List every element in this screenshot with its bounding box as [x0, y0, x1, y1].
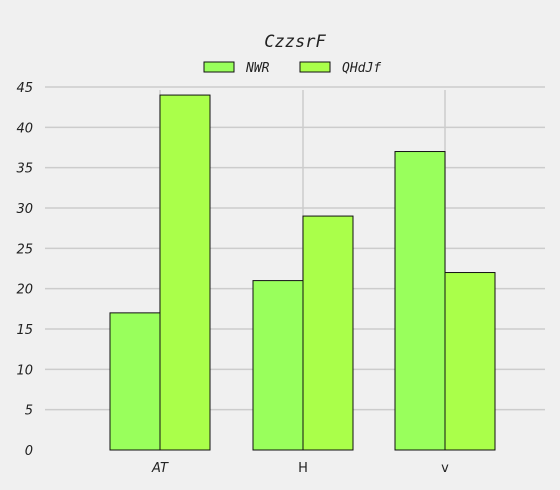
- y-tick-label-0: 0: [25, 444, 33, 459]
- legend: NWR QHdJf: [203, 61, 381, 76]
- bar-NWR-H: [252, 280, 304, 451]
- x-tick-label-v: v: [441, 461, 449, 476]
- y-tick-label-5: 5: [25, 404, 33, 419]
- bar-NWR-v: [394, 151, 446, 451]
- bar-QHdJf-v: [444, 272, 496, 451]
- bars: [109, 94, 496, 451]
- y-tick-label-25: 25: [16, 242, 33, 257]
- y-axis-ticks: 0 5 10 15 20 25 30 35 40 45: [16, 81, 33, 459]
- bar-NWR-AT: [109, 312, 161, 451]
- x-tick-label-H: H: [298, 461, 308, 476]
- y-tick-label-15: 15: [16, 323, 33, 338]
- y-tick-label-30: 30: [16, 202, 33, 217]
- legend-label-NWR: NWR: [245, 61, 270, 76]
- y-tick-label-20: 20: [16, 283, 33, 298]
- bar-QHdJf-AT: [159, 94, 211, 451]
- legend-swatch-NWR: [203, 61, 235, 73]
- y-tick-label-10: 10: [16, 363, 33, 378]
- y-tick-label-40: 40: [16, 121, 33, 136]
- y-tick-label-35: 35: [16, 162, 33, 177]
- legend-swatch-QHdJf: [299, 61, 331, 73]
- x-tick-label-AT: AT: [151, 461, 169, 476]
- bar-QHdJf-H: [302, 215, 354, 451]
- y-tick-label-45: 45: [16, 81, 33, 96]
- chart-title: CzzsrF: [264, 32, 326, 52]
- legend-label-QHdJf: QHdJf: [342, 61, 381, 76]
